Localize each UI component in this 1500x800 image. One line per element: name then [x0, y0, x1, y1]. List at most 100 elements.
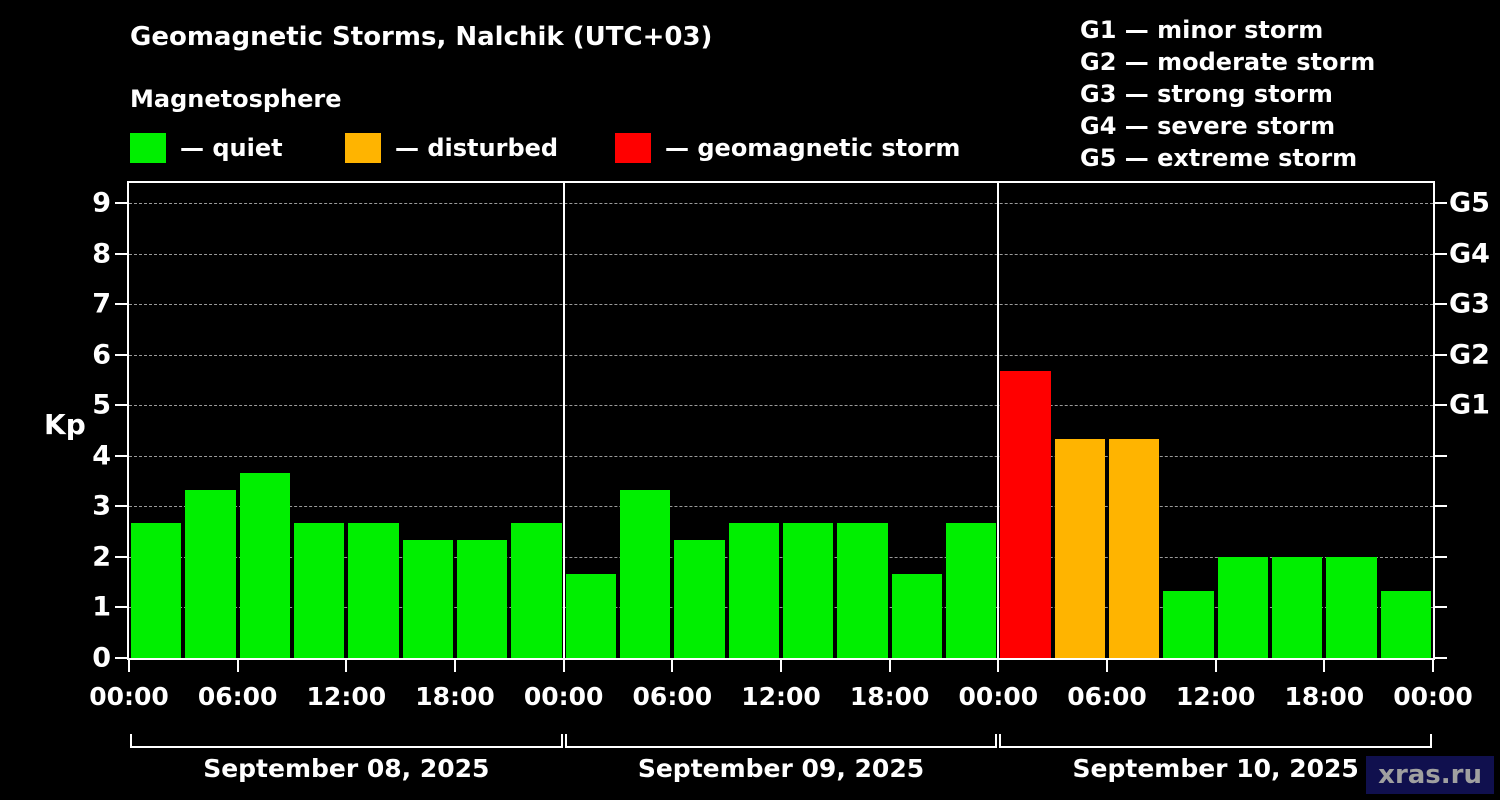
y-tick-mark-left	[115, 404, 127, 407]
y-tick-label: 4	[92, 440, 111, 472]
y-tick-label: 6	[92, 339, 111, 371]
legend-label-disturbed: — disturbed	[395, 134, 559, 162]
y-tick-mark-left	[115, 657, 127, 659]
x-tick-mark	[128, 660, 130, 672]
x-tick-label: 00:00	[958, 682, 1039, 711]
kp-gridline	[129, 455, 1433, 457]
x-tick-mark	[997, 660, 1000, 672]
kp-bar	[294, 523, 345, 658]
kp-bar	[239, 472, 290, 658]
x-tick-label: 18:00	[1284, 682, 1365, 711]
g3-legend-line: G3 — strong storm	[1080, 80, 1333, 108]
kp-gridline	[129, 506, 1433, 508]
kp-bar	[783, 523, 834, 658]
date-label: September 09, 2025	[637, 754, 925, 783]
y-tick-label: 0	[92, 642, 111, 674]
storm-color-swatch	[615, 133, 651, 163]
y-tick-label: 2	[92, 541, 111, 573]
kp-gridline	[129, 203, 1433, 205]
kp-bar	[1163, 590, 1214, 658]
x-tick-label: 00:00	[1393, 682, 1473, 711]
y-tick-label: 7	[92, 288, 111, 320]
g2-legend-line: G2 — moderate storm	[1080, 48, 1376, 76]
x-tick-label: 12:00	[306, 682, 387, 711]
subtitle-magnetosphere: Magnetosphere	[130, 85, 342, 113]
y-tick-mark-left	[115, 303, 127, 306]
kp-bar	[728, 523, 779, 658]
x-tick-mark	[236, 660, 239, 672]
kp-bar	[457, 540, 508, 658]
kp-bar	[348, 523, 399, 658]
kp-bar	[891, 573, 942, 658]
legend-item-storm: — geomagnetic storm	[615, 132, 960, 164]
kp-bar	[946, 523, 997, 658]
page-title: Geomagnetic Storms, Nalchik (UTC+03)	[130, 22, 713, 52]
kp-bar	[1380, 590, 1431, 658]
y-tick-label: 8	[92, 238, 111, 270]
date-label: September 08, 2025	[203, 754, 490, 783]
legend-item-quiet: — quiet	[130, 132, 283, 164]
kp-bar	[565, 573, 616, 658]
kp-gridline	[129, 607, 1433, 609]
kp-bar	[1109, 439, 1160, 658]
x-tick-mark	[1323, 660, 1326, 672]
y-tick-mark-right	[1435, 454, 1447, 457]
y-tick-mark-left	[115, 252, 127, 255]
g-level-label: G3	[1449, 288, 1490, 320]
x-tick-label: 06:00	[1067, 682, 1147, 711]
x-tick-mark	[562, 660, 565, 672]
kp-gridline	[129, 253, 1433, 255]
y-tick-mark-right	[1435, 353, 1447, 356]
watermark-xras: xras.ru	[1366, 756, 1494, 794]
kp-bar	[511, 523, 562, 658]
date-label: September 10, 2025	[1072, 754, 1359, 783]
y-tick-mark-right	[1435, 657, 1447, 659]
kp-bar	[1326, 556, 1377, 658]
y-tick-label: 9	[92, 187, 111, 219]
date-bracket	[564, 734, 998, 748]
day-separator-line	[997, 183, 1000, 658]
kp-bar	[185, 489, 236, 658]
kp-bar	[1000, 371, 1051, 658]
g5-legend-line: G5 — extreme storm	[1080, 144, 1358, 172]
g1-legend-line: G1 — minor storm	[1080, 16, 1324, 44]
legend-label-quiet: — quiet	[180, 134, 283, 162]
g-level-label: G4	[1449, 238, 1490, 270]
y-tick-label: 5	[92, 389, 111, 421]
kp-gridline	[129, 304, 1433, 306]
g-level-label: G1	[1449, 389, 1490, 421]
legend-item-disturbed: — disturbed	[345, 132, 558, 164]
x-tick-label: 06:00	[197, 682, 278, 711]
x-tick-mark	[454, 660, 456, 672]
x-tick-label: 00:00	[523, 682, 604, 711]
y-tick-mark-left	[115, 454, 127, 457]
g-level-label: G2	[1449, 339, 1490, 371]
kp-gridline	[129, 556, 1433, 558]
chart-plot-area: 0 1 2 3 4 5 6 7 8 9 G1 G2 G3 G4 G5 00:00 06:00 12:00 18:00…	[89, 181, 1490, 783]
x-tick-mark	[780, 660, 782, 672]
storm-scale-legend: G1 — minor storm G2 — moderate storm G3 …	[1080, 14, 1375, 174]
y-tick-mark-right	[1435, 555, 1447, 558]
y-tick-mark-right	[1435, 505, 1447, 508]
y-tick-label: 1	[92, 591, 111, 623]
y-tick-mark-left	[115, 606, 127, 609]
kp-bar	[1217, 556, 1268, 658]
kp-gridline	[129, 354, 1433, 356]
day-separator-line	[562, 183, 565, 658]
y-tick-mark-left	[115, 505, 127, 508]
x-tick-mark	[671, 660, 674, 672]
y-tick-label: 3	[92, 490, 111, 522]
disturbed-color-swatch	[345, 133, 381, 163]
kp-bar	[837, 523, 888, 658]
legend-label-storm: — geomagnetic storm	[665, 134, 961, 162]
kp-bar	[620, 489, 671, 658]
y-tick-mark-left	[115, 202, 127, 205]
y-tick-mark-right	[1435, 303, 1447, 306]
x-tick-label: 12:00	[1175, 682, 1256, 711]
g-level-label: G5	[1449, 187, 1490, 219]
date-bracket	[999, 734, 1432, 748]
y-tick-mark-right	[1435, 252, 1447, 255]
kp-gridline	[129, 405, 1433, 407]
y-tick-mark-right	[1435, 606, 1447, 609]
